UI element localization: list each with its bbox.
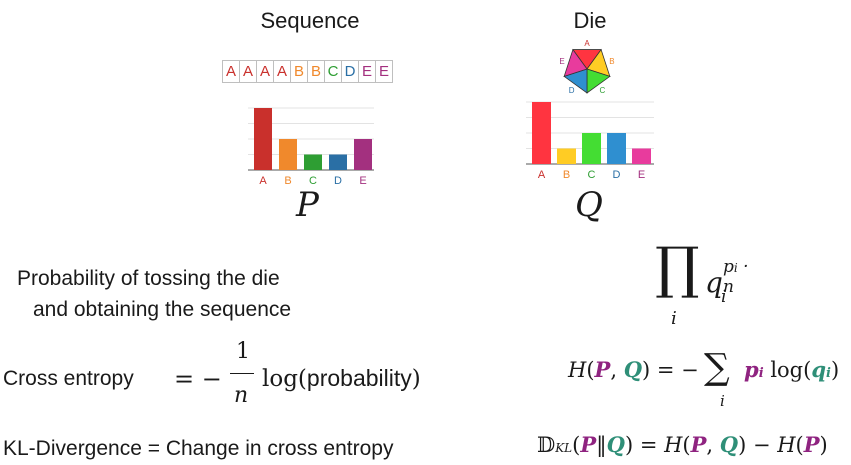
cross-entropy-sum-formula: H(P, Q) = − ∑ i pi log(qi): [568, 347, 840, 410]
sequence-letter: B: [307, 60, 325, 83]
bar-c: [304, 154, 322, 170]
probability-line-2: and obtaining the sequence: [33, 298, 292, 321]
bar-b: [279, 139, 297, 170]
tick-label-a: A: [259, 175, 267, 187]
sequence-letter: E: [375, 60, 393, 83]
tick-label-c: C: [588, 169, 596, 181]
sequence-letter: D: [341, 60, 359, 83]
sequence-letter: B: [290, 60, 308, 83]
tick-label-b: B: [284, 175, 291, 187]
tick-label-d: D: [613, 169, 621, 181]
die-face-label: B: [609, 57, 614, 66]
sequence-letter: E: [358, 60, 376, 83]
tick-label-b: B: [563, 169, 570, 181]
tick-label-d: D: [334, 175, 342, 187]
bar-c: [582, 133, 601, 164]
bar-d: [329, 154, 347, 170]
tick-label-c: C: [309, 175, 317, 187]
tick-label-a: A: [538, 169, 546, 181]
die-face-label: A: [584, 39, 590, 48]
product-formula: ∏ i q i pi · n: [655, 236, 749, 329]
bar-b: [557, 148, 576, 164]
die-face-label: D: [569, 86, 575, 94]
sequence-letter: C: [324, 60, 342, 83]
bar-e: [632, 148, 651, 164]
sequence-letter: A: [222, 60, 240, 83]
cross-entropy-formula: = − 1 n log(probability): [174, 339, 421, 408]
tick-label-e: E: [638, 169, 645, 181]
die-title: Die: [573, 8, 607, 33]
kl-divergence-formula: 𝔻KL(P‖Q) = H(P, Q) − H(P): [537, 432, 828, 457]
sequence-letter: A: [273, 60, 291, 83]
bar-a: [254, 108, 272, 170]
bar-chart-q: A B C D E: [526, 101, 654, 181]
probability-word: probability: [306, 365, 412, 391]
kl-divergence-label: KL-Divergence = Change in cross entropy: [3, 437, 394, 460]
cross-entropy-label: Cross entropy: [3, 367, 134, 390]
die-face-label: C: [600, 86, 606, 94]
bar-d: [607, 133, 626, 164]
distribution-q-label: Q: [575, 185, 603, 225]
die-face-e: [563, 48, 588, 78]
sequence-title: Sequence: [260, 8, 360, 33]
tick-label-e: E: [359, 175, 366, 187]
die-pentagon-icon: A B C D E: [559, 39, 614, 94]
sequence-letter: A: [239, 60, 257, 83]
distribution-p-label: P: [296, 185, 319, 225]
bar-e: [354, 139, 372, 170]
bar-a: [532, 102, 551, 164]
sequence-letter: A: [256, 60, 274, 83]
die-face-label: E: [559, 57, 564, 66]
probability-line-1: Probability of tossing the die: [17, 267, 280, 290]
bar-chart-p: A B C D E: [248, 107, 374, 187]
